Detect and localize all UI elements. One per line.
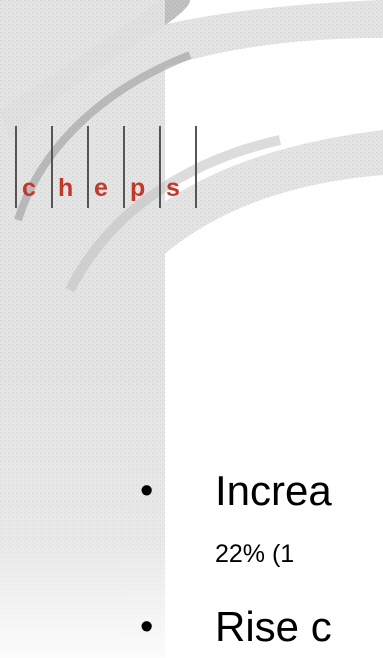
bullet-text: Increa	[215, 467, 332, 514]
cheps-logo: c h e p s	[15, 126, 197, 208]
logo-letter-h: h	[58, 174, 73, 202]
logo-letter-p: p	[130, 174, 145, 202]
bullet-text: Rise c	[215, 603, 332, 650]
logo-letter-s: s	[166, 174, 180, 202]
bullet-marker: •	[140, 606, 154, 648]
logo-letter-c: c	[22, 174, 36, 202]
bullet-marker: •	[140, 470, 154, 512]
bullet-subtext: 22% (1	[215, 540, 295, 568]
logo-letter-e: e	[94, 174, 108, 202]
